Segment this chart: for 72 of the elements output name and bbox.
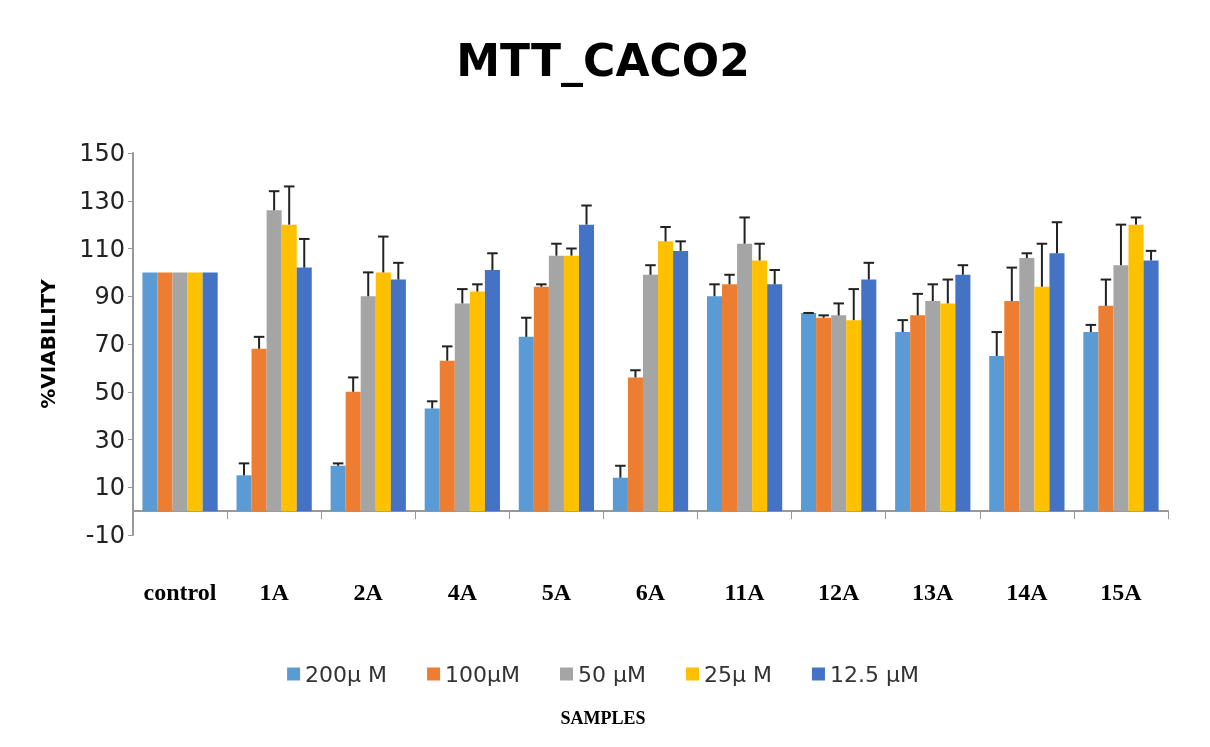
y-tick-label: 70 — [94, 330, 125, 358]
bar — [1049, 253, 1065, 512]
bar — [846, 320, 862, 512]
legend-label: 100μM — [445, 661, 521, 687]
bar — [612, 477, 628, 512]
bar — [236, 475, 252, 512]
bar — [801, 312, 817, 512]
bar — [375, 272, 391, 512]
bar — [330, 465, 346, 512]
bar — [1083, 332, 1099, 512]
bar — [1143, 260, 1159, 512]
x-tick-label: 13A — [912, 579, 955, 605]
y-tick-label: 50 — [94, 377, 125, 406]
x-tick-label: 5A — [541, 579, 572, 605]
bar — [142, 272, 158, 512]
legend-label: 25μ M — [703, 661, 772, 687]
x-tick-label: 15A — [1100, 579, 1143, 605]
bar — [578, 224, 595, 512]
bar — [484, 269, 500, 512]
bar — [1098, 305, 1114, 512]
y-tick-label: 110 — [79, 234, 125, 263]
bar — [816, 317, 832, 512]
bar — [533, 286, 549, 512]
bar — [767, 284, 783, 512]
chart-title: MTT_CACO2 — [456, 34, 750, 87]
bar — [563, 255, 579, 512]
bar — [673, 250, 689, 512]
legend-label: 12.5 μM — [829, 661, 919, 687]
bar — [439, 360, 455, 512]
bar — [706, 296, 723, 512]
bar — [251, 348, 267, 512]
bar — [345, 391, 361, 512]
bar — [1034, 286, 1050, 512]
bar — [1128, 224, 1144, 512]
x-tick-label: 2A — [353, 579, 384, 605]
x-tick-label: 4A — [447, 579, 478, 605]
bar — [910, 315, 926, 512]
bar — [752, 260, 768, 512]
bar — [861, 279, 877, 512]
bar — [895, 332, 911, 512]
x-tick-label: control — [143, 579, 217, 605]
x-tick-label: 12A — [818, 579, 861, 605]
bar — [424, 408, 440, 512]
bar — [955, 274, 971, 512]
y-tick-label: 90 — [94, 282, 125, 311]
x-tick-label: 6A — [635, 579, 666, 605]
x-tick-label: 1A — [259, 579, 290, 605]
y-axis-title: %VIABILITY — [36, 278, 60, 409]
bar — [940, 303, 956, 512]
x-tick-label: 14A — [1006, 579, 1049, 605]
legend-label: 50 μM — [578, 661, 646, 687]
bar — [296, 267, 312, 512]
y-tick-label: -10 — [85, 521, 125, 549]
bar — [1004, 301, 1020, 512]
y-tick-label: 10 — [94, 473, 125, 502]
y-tick-label: 30 — [94, 425, 125, 454]
bar — [658, 241, 674, 512]
y-tick-label: 130 — [79, 186, 125, 215]
bar — [390, 279, 406, 512]
bar — [518, 336, 534, 512]
bar — [281, 224, 297, 512]
bar — [469, 291, 485, 512]
bar — [202, 272, 218, 512]
bar — [989, 355, 1005, 512]
bar — [187, 272, 203, 512]
bar — [722, 284, 738, 512]
x-tick-label: 11A — [724, 579, 766, 605]
legend-label: 200μ M — [305, 661, 388, 687]
bar — [627, 377, 643, 512]
bar — [157, 272, 173, 512]
text: SAMPLES — [560, 708, 646, 728]
y-tick-label: 150 — [79, 139, 125, 167]
